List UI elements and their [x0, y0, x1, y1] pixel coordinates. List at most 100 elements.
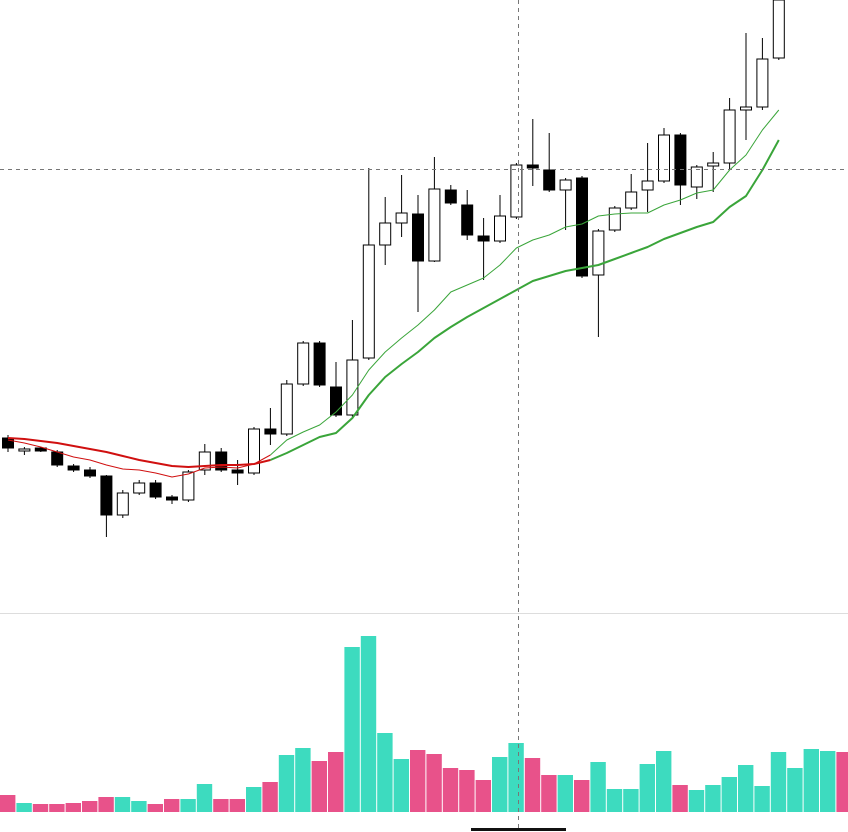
candle-body [166, 496, 178, 501]
volume-bar [98, 797, 114, 812]
volume-bar [311, 761, 327, 812]
volume-bar [147, 804, 163, 812]
candle-body [674, 134, 687, 186]
volume-bar [360, 636, 377, 812]
candle-body [133, 482, 146, 494]
volume-bar [442, 768, 459, 812]
time-scale-marker [471, 828, 566, 831]
moving-average [7, 437, 271, 468]
moving-average [7, 439, 271, 478]
volume-bar [623, 789, 639, 812]
volume-bar [164, 799, 180, 812]
volume-bar [328, 752, 344, 812]
candle-body [444, 189, 457, 204]
volume-bar [705, 785, 721, 812]
candle-body [215, 451, 228, 471]
candle-body [231, 469, 244, 474]
candle-body [116, 492, 129, 516]
volume-bar [295, 748, 311, 812]
candle-body [428, 188, 441, 262]
volume-bar [770, 752, 787, 812]
candle-body [198, 451, 211, 471]
volume-bar [836, 752, 848, 812]
candle-body [280, 383, 293, 435]
volume-bar [131, 801, 147, 812]
candle-body [608, 207, 621, 231]
candle-body [346, 359, 359, 416]
candle-body [625, 191, 638, 209]
volume-bar [114, 797, 131, 812]
candle-body [100, 475, 113, 516]
volume-bar [541, 775, 557, 812]
candle-body [264, 428, 277, 435]
volume-bar [262, 782, 278, 812]
candle-body [395, 212, 408, 224]
candle-body [412, 213, 424, 262]
candle-body [67, 465, 80, 471]
candle-body [707, 162, 720, 167]
volume-bar [656, 751, 672, 812]
volume-bar [16, 803, 32, 812]
candle-body [34, 447, 47, 452]
volume-bar [492, 757, 508, 812]
volume-bar [49, 804, 65, 812]
candle-body [248, 428, 260, 474]
volume-bar [213, 799, 229, 812]
volume-bar [459, 770, 475, 812]
candle-body [182, 471, 195, 501]
candle-body [297, 342, 310, 385]
candle-body [313, 342, 326, 386]
volume-bar [65, 803, 81, 812]
volume-bar [426, 754, 442, 812]
candle-body [379, 222, 392, 246]
candle-body [592, 230, 605, 276]
volume-bar [557, 775, 573, 812]
candle-body [51, 451, 64, 466]
candle-body [641, 180, 654, 191]
candle-body [658, 134, 670, 182]
volume-bar [377, 733, 393, 812]
candle-body [477, 235, 490, 242]
volume-bar [606, 789, 623, 812]
volume-bar [508, 743, 524, 812]
candle-body [461, 204, 474, 236]
candle-body [510, 164, 523, 218]
volume-bar [196, 784, 213, 812]
candle-body [756, 58, 769, 108]
volume-bar [787, 768, 803, 812]
candle-body [362, 244, 375, 359]
moving-average [270, 139, 780, 461]
volume-bar [574, 780, 590, 812]
volume-bar [393, 759, 409, 812]
volume-bar [475, 780, 491, 812]
candle-body [576, 177, 588, 277]
candle-body [2, 437, 14, 449]
candle-body [84, 469, 96, 477]
volume-bar [229, 799, 245, 812]
volume-bar [639, 764, 655, 812]
price-pane [2, 0, 785, 537]
volume-bar [590, 762, 606, 812]
candle-body [18, 448, 31, 452]
volume-bar [721, 777, 737, 812]
volume-bar [180, 799, 196, 812]
volume-bar [410, 750, 426, 812]
candle-body [740, 106, 752, 111]
candle-body [690, 166, 703, 188]
volume-bar [524, 758, 541, 812]
volume-bar [246, 787, 262, 812]
candle-body [149, 482, 162, 498]
candle-body [494, 215, 506, 242]
volume-pane [0, 636, 848, 812]
volume-bar [344, 647, 360, 812]
candle-body [526, 164, 539, 169]
volume-bar [82, 801, 98, 812]
volume-bar [803, 749, 819, 812]
volume-bar [820, 751, 836, 812]
candle-body [772, 0, 785, 59]
volume-bar [688, 790, 705, 812]
volume-bar [0, 795, 16, 812]
candle-body [330, 386, 342, 416]
candle-body [543, 169, 556, 191]
